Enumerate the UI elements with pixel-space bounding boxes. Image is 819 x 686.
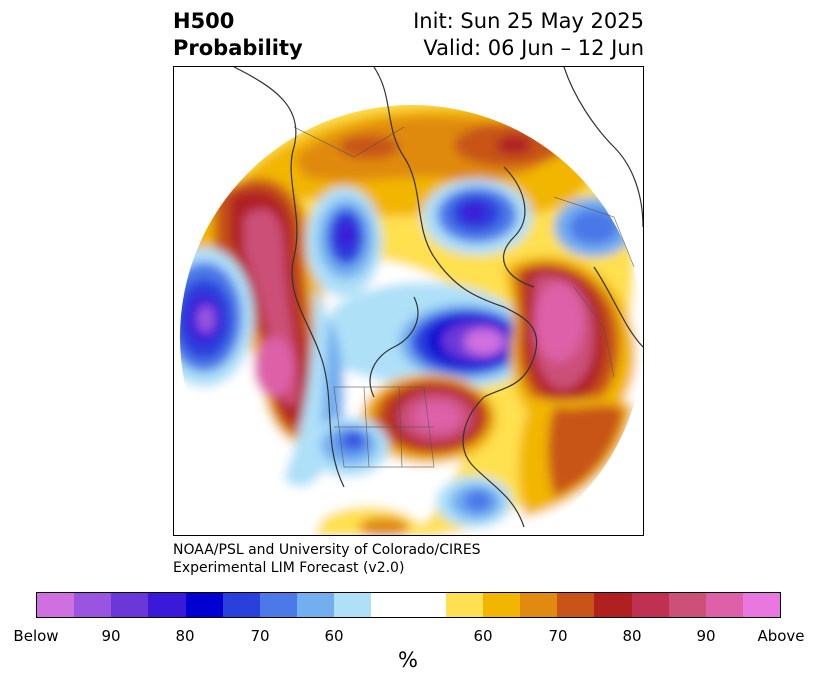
coastlines: [233, 67, 643, 528]
colorbar-segment: [222, 593, 260, 617]
colorbar-segment: [74, 593, 112, 617]
colorbar-tick-label: 70: [250, 627, 270, 645]
colorbar-segment: [520, 593, 558, 617]
init-date: Init: Sun 25 May 2025: [413, 9, 644, 33]
borders: [293, 126, 635, 468]
map-svg: [180, 67, 643, 535]
colorbar-segment: [594, 593, 632, 617]
colorbar-segment: [705, 593, 743, 617]
colorbar-tick-label: 80: [175, 627, 195, 645]
colorbar-segment: [297, 593, 335, 617]
colorbar-segment: [334, 593, 372, 617]
colorbar-segment: [408, 593, 446, 617]
colorbar-segment: [111, 593, 149, 617]
credit-line-1: NOAA/PSL and University of Colorado/CIRE…: [173, 542, 481, 558]
chart-title: H500 Probability: [173, 8, 303, 62]
colorbar-segment: [631, 593, 669, 617]
colorbar-tick-label: 60: [473, 627, 493, 645]
forecast-dates: Init: Sun 25 May 2025 Valid: 06 Jun – 12…: [413, 8, 644, 62]
colorbar-segment: [742, 593, 781, 617]
colorbar-unit: %: [398, 648, 418, 672]
colorbar-segment: [259, 593, 298, 617]
colorbar: [36, 592, 781, 618]
title-line-1: H500: [173, 9, 235, 33]
colorbar-segment: [445, 593, 483, 617]
colorbar-tick-label: Below: [13, 627, 59, 645]
colorbar-segment: [371, 593, 409, 617]
valid-date: Valid: 06 Jun – 12 Jun: [423, 36, 644, 60]
colorbar-segment: [148, 593, 186, 617]
credit-line-2: Experimental LIM Forecast (v2.0): [173, 560, 405, 576]
colorbar-segment: [185, 593, 223, 617]
title-line-2: Probability: [173, 36, 303, 60]
colorbar-tick-label: 60: [324, 627, 344, 645]
colorbar-segment: [482, 593, 521, 617]
colorbar-tick-label: 90: [696, 627, 716, 645]
colorbar-tick-label: 90: [101, 627, 121, 645]
probability-map: [173, 66, 644, 536]
credit: NOAA/PSL and University of Colorado/CIRE…: [173, 541, 481, 577]
colorbar-segment: [37, 593, 75, 617]
colorbar-segment: [668, 593, 706, 617]
colorbar-tick-label: 70: [548, 627, 568, 645]
colorbar-segment: [557, 593, 595, 617]
probability-field: [180, 105, 643, 535]
colorbar-tick-label: Above: [757, 627, 805, 645]
colorbar-tick-label: 80: [622, 627, 642, 645]
